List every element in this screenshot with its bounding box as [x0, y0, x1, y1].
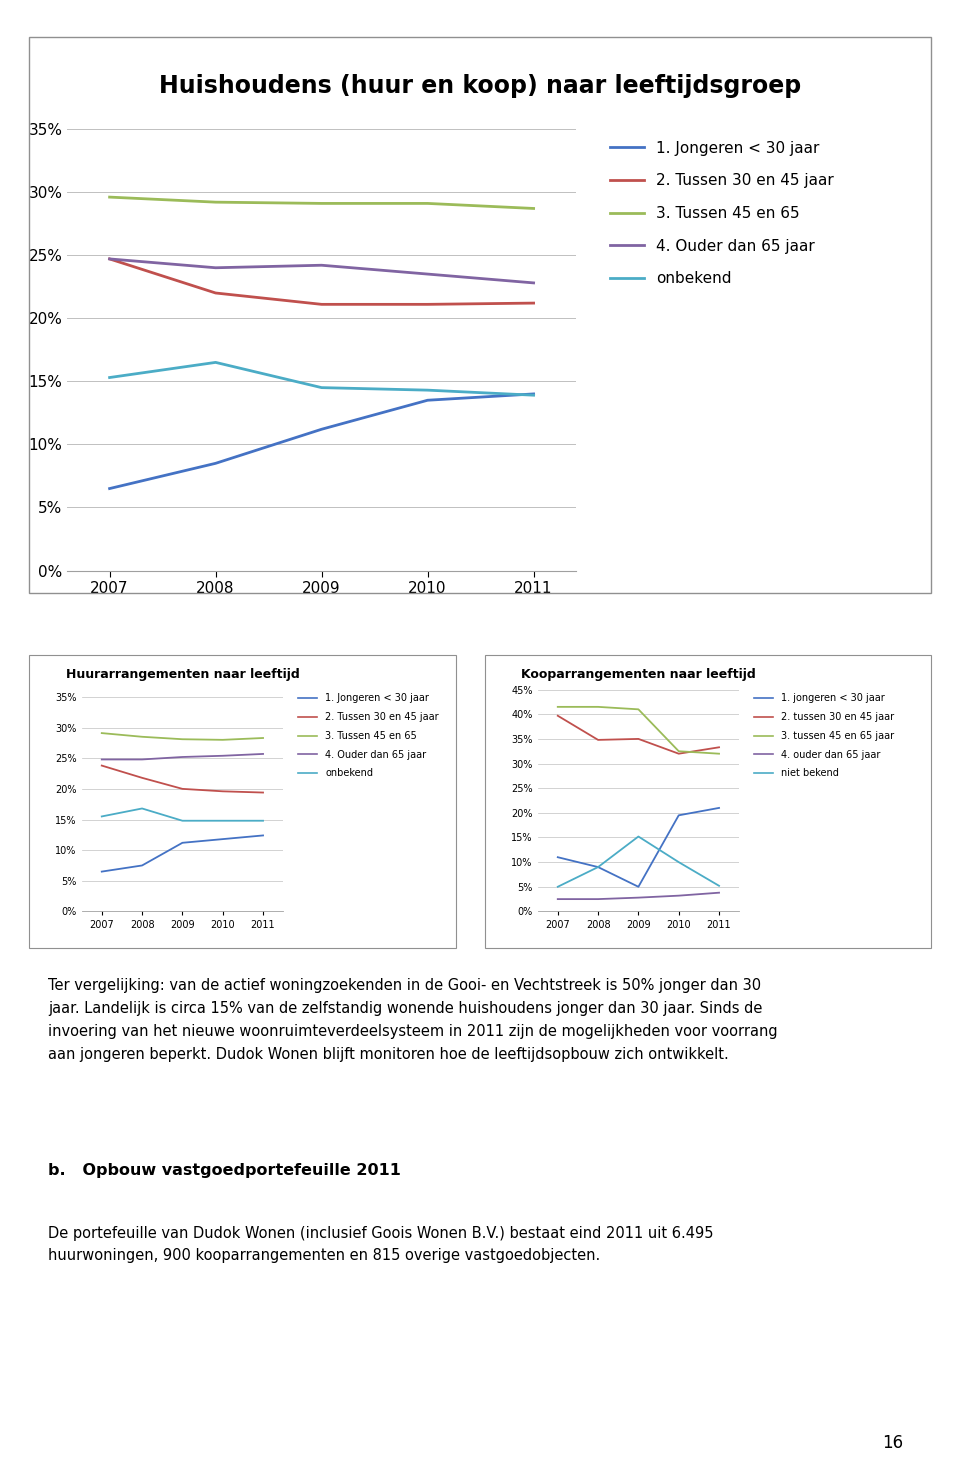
Text: 16: 16 — [882, 1435, 903, 1452]
Text: Huishoudens (huur en koop) naar leeftijdsgroep: Huishoudens (huur en koop) naar leeftijd… — [158, 74, 802, 98]
Legend: 1. jongeren < 30 jaar, 2. tussen 30 en 45 jaar, 3. tussen 45 en 65 jaar, 4. oude: 1. jongeren < 30 jaar, 2. tussen 30 en 4… — [750, 689, 899, 782]
Text: Ter vergelijking: van de actief woningzoekenden in de Gooi- en Vechtstreek is 50: Ter vergelijking: van de actief woningzo… — [48, 978, 778, 1061]
Text: b.   Opbouw vastgoedportefeuille 2011: b. Opbouw vastgoedportefeuille 2011 — [48, 1163, 401, 1178]
Text: De portefeuille van Dudok Wonen (inclusief Goois Wonen B.V.) bestaat eind 2011 u: De portefeuille van Dudok Wonen (inclusi… — [48, 1226, 713, 1264]
Legend: 1. Jongeren < 30 jaar, 2. Tussen 30 en 45 jaar, 3. Tussen 45 en 65, 4. Ouder dan: 1. Jongeren < 30 jaar, 2. Tussen 30 en 4… — [294, 689, 443, 782]
Title: Huurarrangementen naar leeftijd: Huurarrangementen naar leeftijd — [65, 668, 300, 680]
Legend: 1. Jongeren < 30 jaar, 2. Tussen 30 en 45 jaar, 3. Tussen 45 en 65, 4. Ouder dan: 1. Jongeren < 30 jaar, 2. Tussen 30 en 4… — [604, 135, 840, 292]
Title: Kooparrangementen naar leeftijd: Kooparrangementen naar leeftijd — [521, 668, 756, 680]
